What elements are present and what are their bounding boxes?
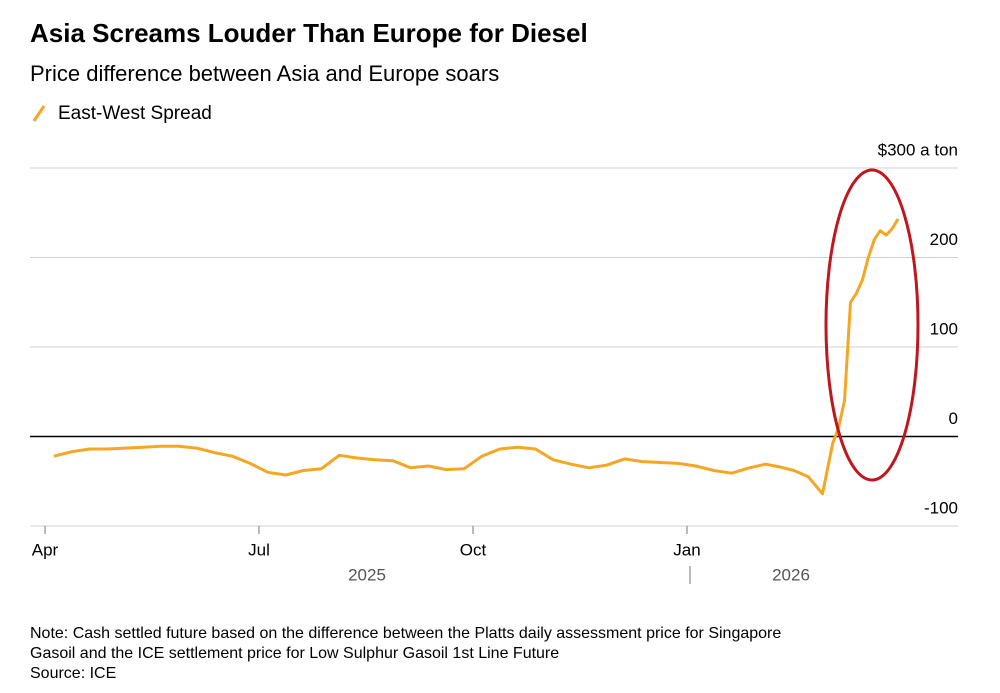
note: Note: Cash settled future based on the d… xyxy=(30,625,781,642)
source: Source: ICE xyxy=(30,665,116,682)
x-tick-label: Jul xyxy=(248,540,270,559)
highlight-ellipse xyxy=(824,168,920,482)
data-line xyxy=(53,218,900,496)
x-tick-label: Oct xyxy=(460,540,487,559)
legend-label: East-West Spread xyxy=(58,103,212,124)
x-tick-label: Apr xyxy=(32,540,59,559)
year-label: 2025 xyxy=(348,565,386,584)
y-tick-label: 0 xyxy=(949,409,958,428)
year-label: 2026 xyxy=(772,565,810,584)
y-tick-label: $300 a ton xyxy=(878,140,958,159)
x-tick-label: Jan xyxy=(673,540,700,559)
note: Gasoil and the ICE settlement price for … xyxy=(30,645,559,662)
y-tick-label: -100 xyxy=(924,498,958,517)
y-tick-label: 100 xyxy=(930,319,958,338)
legend-swatch xyxy=(32,105,46,122)
chart-subtitle: Price difference between Asia and Europe… xyxy=(30,61,499,86)
chart-title: Asia Screams Louder Than Europe for Dies… xyxy=(30,18,588,48)
y-tick-label: 200 xyxy=(930,230,958,249)
